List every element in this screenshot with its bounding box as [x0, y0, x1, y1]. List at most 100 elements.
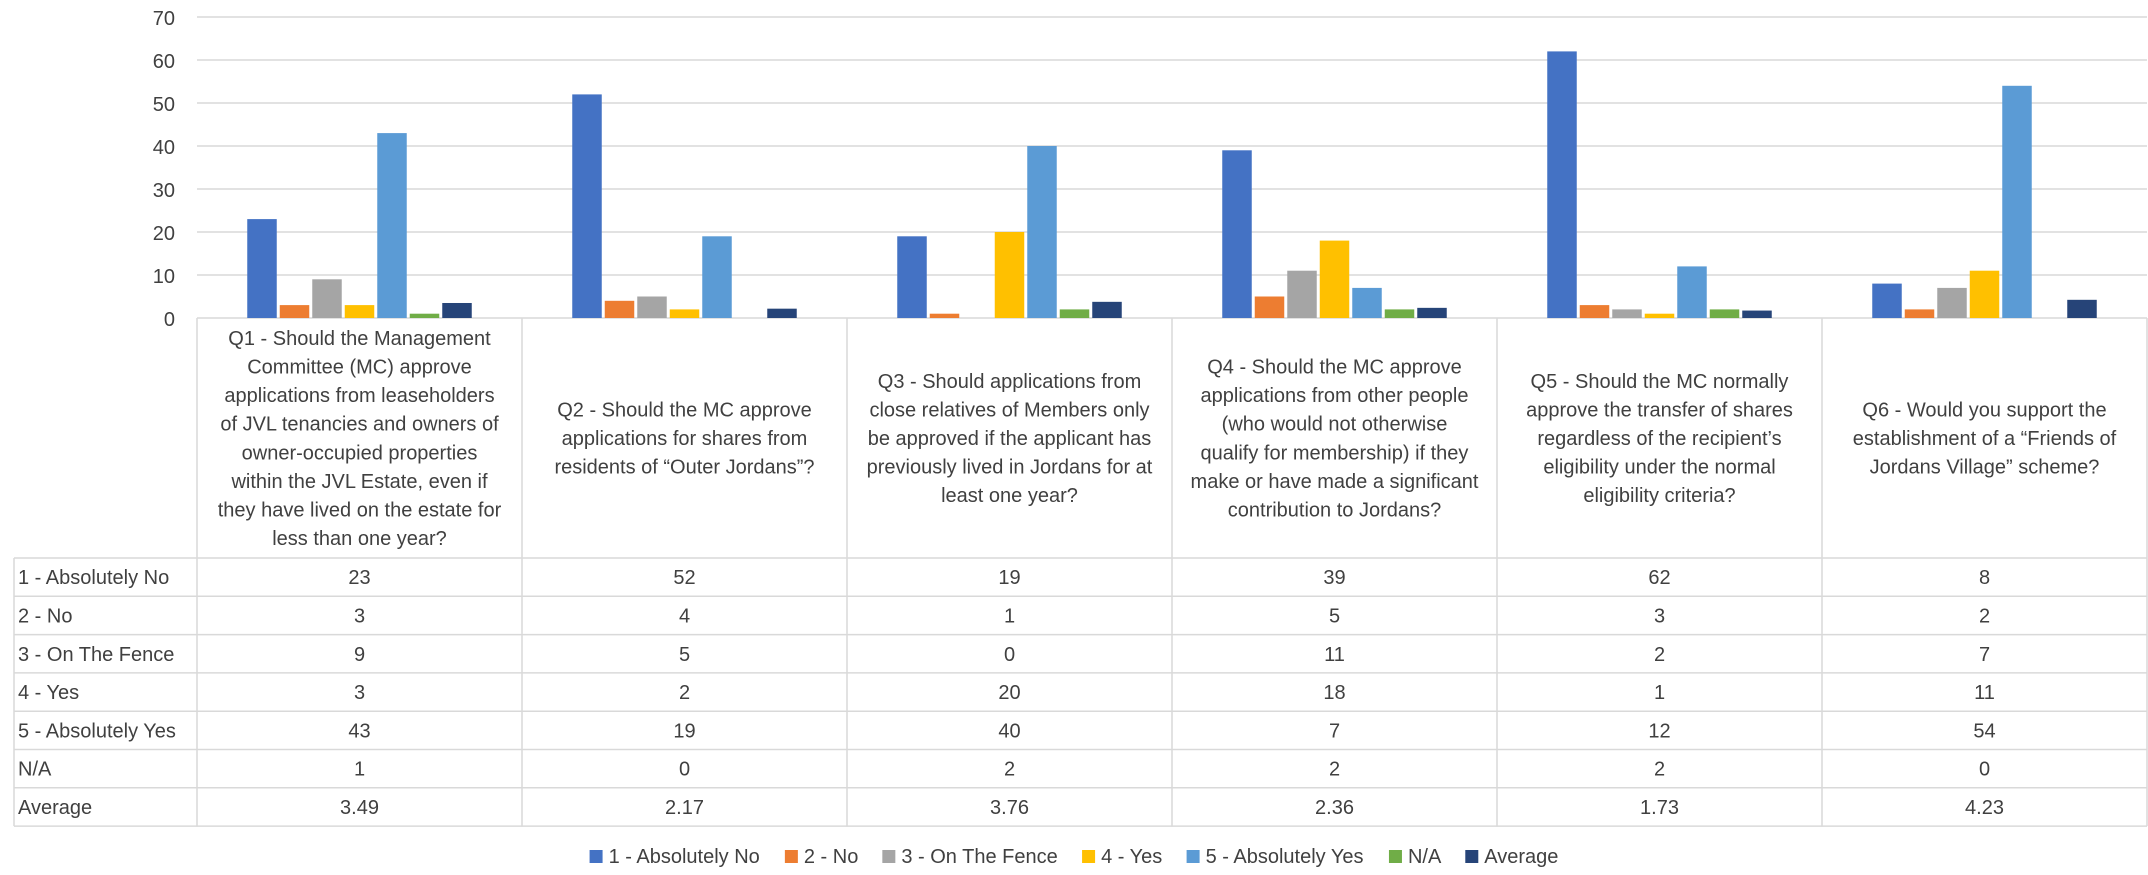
table-row-label: 2 - No: [18, 605, 72, 627]
data-label: 62: [1648, 567, 1670, 589]
data-label: 7: [1979, 644, 1990, 666]
bar: [1872, 283, 1902, 318]
bar: [1027, 146, 1057, 318]
data-label: 1: [1004, 605, 1015, 627]
category-label: Q3 - Should applications from close relat…: [867, 371, 1153, 507]
bar: [1384, 309, 1415, 318]
bar: [1417, 307, 1447, 318]
bar: [312, 279, 342, 318]
bar: [1254, 296, 1285, 318]
table-row-label: 3 - On The Fence: [18, 644, 174, 666]
bar: [1222, 150, 1252, 318]
data-label: 19: [673, 720, 695, 742]
data-label: 2: [1654, 759, 1665, 781]
bar: [247, 219, 277, 318]
data-label: 4.23: [1965, 797, 2004, 819]
bar: [1547, 51, 1577, 319]
bar: [1644, 313, 1675, 318]
data-label: 3: [1654, 605, 1665, 627]
category-label: Q6 - Would you support the establishment …: [1853, 399, 2117, 478]
data-label: 2: [1979, 605, 1990, 627]
y-tick-label: 50: [153, 94, 175, 116]
data-label: 5: [679, 644, 690, 666]
bar: [1937, 287, 1967, 318]
bar: [572, 94, 602, 319]
bar: [279, 305, 310, 318]
bar: [1579, 305, 1610, 318]
bar: [1612, 309, 1642, 318]
bar: [604, 300, 635, 318]
data-label: 7: [1329, 720, 1340, 742]
data-label: 2.36: [1315, 797, 1354, 819]
data-label: 0: [1979, 759, 1990, 781]
bar: [442, 302, 472, 318]
bar: [377, 133, 407, 318]
data-label: 3.49: [340, 797, 379, 819]
data-label: 54: [1973, 720, 1995, 742]
bar: [702, 236, 732, 318]
legend-swatch: [589, 850, 603, 863]
data-label: 2: [1329, 759, 1340, 781]
legend-label: 1 - Absolutely No: [609, 846, 760, 868]
data-label: 52: [673, 567, 695, 589]
data-label: 39: [1323, 567, 1345, 589]
bar: [1742, 310, 1772, 318]
category-label: Q4 - Should the MC approve applications f…: [1191, 357, 1479, 522]
data-label: 3: [354, 682, 365, 704]
y-tick-label: 0: [164, 309, 175, 331]
data-label: 1: [354, 759, 365, 781]
legend-label: Average: [1484, 846, 1558, 868]
table-row-label: 5 - Absolutely Yes: [18, 720, 176, 742]
legend-label: 3 - On The Fence: [901, 846, 1057, 868]
data-label: 0: [1004, 644, 1015, 666]
legend-swatch: [1186, 850, 1200, 863]
data-label: 2.17: [665, 797, 704, 819]
legend-label: 5 - Absolutely Yes: [1206, 846, 1364, 868]
y-tick-label: 70: [153, 8, 175, 30]
legend: 1 - Absolutely No 2 - No 3 - On The Fence 4…: [589, 846, 1558, 868]
data-label: 20: [998, 682, 1020, 704]
data-label: 1: [1654, 682, 1665, 704]
bar: [929, 313, 960, 318]
data-label: 11: [1324, 644, 1345, 666]
data-label: 40: [998, 720, 1020, 742]
legend-swatch: [784, 850, 798, 863]
bar: [1092, 301, 1122, 318]
data-label: 12: [1648, 720, 1670, 742]
data-label: 2: [679, 682, 690, 704]
y-axis: 0 10 20 30 40 50 60 70: [153, 8, 175, 331]
data-label: 4: [679, 605, 690, 627]
data-label: 1.73: [1640, 797, 1679, 819]
data-label: 18: [1323, 682, 1345, 704]
bar: [669, 309, 700, 318]
legend-label: N/A: [1408, 846, 1442, 868]
legend-swatch: [1082, 850, 1096, 863]
bar: [1287, 270, 1317, 318]
bar: [994, 232, 1025, 318]
data-label: 43: [348, 720, 370, 742]
table-row-label: 1 - Absolutely No: [18, 567, 169, 589]
bar: [2002, 85, 2032, 318]
data-label: 2: [1654, 644, 1665, 666]
table-row-label: 4 - Yes: [18, 682, 79, 704]
category-label: Q5 - Should the MC normally approve the t…: [1526, 371, 1793, 507]
data-label: 3.76: [990, 797, 1029, 819]
data-table: Q1 - Should the Management Committee (MC)…: [13, 318, 2148, 827]
table-row-label: N/A: [18, 759, 52, 781]
data-label: 3: [354, 605, 365, 627]
y-tick-label: 40: [153, 137, 175, 159]
bar: [344, 305, 375, 318]
data-label: 11: [1974, 682, 1995, 704]
category-label: Q1 - Should the Management Committee (MC)…: [218, 328, 502, 550]
bar: [1969, 270, 2000, 318]
table-row-label: Average: [18, 797, 92, 819]
bar: [1319, 240, 1350, 318]
y-tick-label: 20: [153, 223, 175, 245]
legend-swatch: [1388, 850, 1402, 863]
y-tick-label: 10: [153, 266, 175, 288]
data-label: 8: [1979, 567, 1990, 589]
data-label: 9: [354, 644, 365, 666]
y-tick-label: 60: [153, 51, 175, 73]
bar: [409, 313, 440, 318]
bar: [637, 296, 667, 318]
